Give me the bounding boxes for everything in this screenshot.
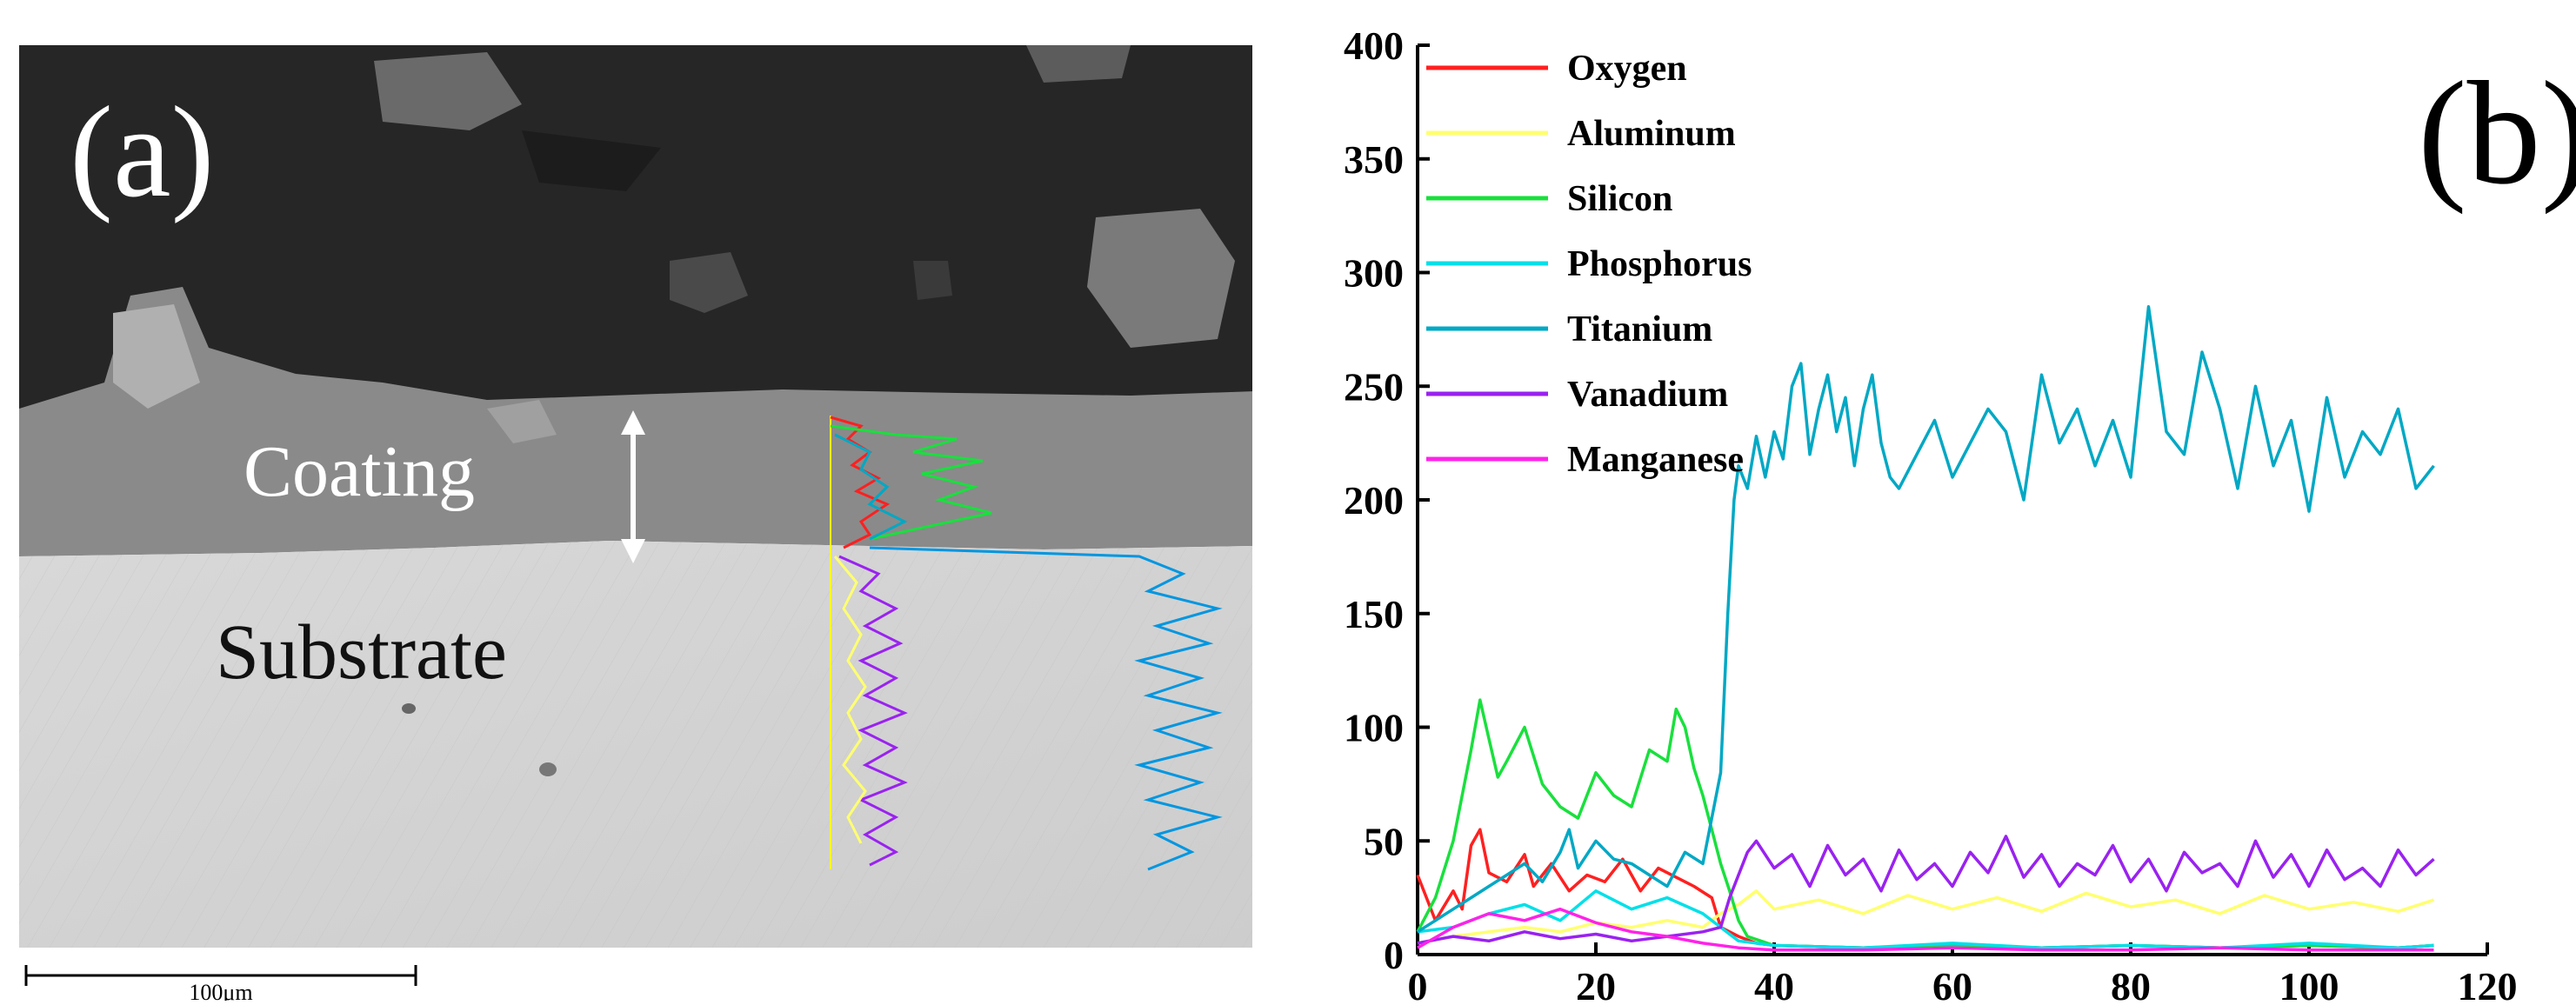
legend-label: Manganese <box>1567 440 1744 480</box>
legend-label: Titanium <box>1567 309 1712 349</box>
series-line-titanium <box>1417 304 2435 934</box>
chart-legend: Oxygen Aluminum Silicon Phosphorus Titanium V… <box>1426 49 1752 480</box>
y-tick-label: 50 <box>1364 819 1404 863</box>
panel-b-label: (b) <box>2418 51 2576 215</box>
y-tick-label: 250 <box>1344 364 1404 409</box>
series-line-vanadium <box>1417 835 2435 945</box>
sem-micrograph-panel: 100μm (a) Coating Substrate <box>0 0 1254 1005</box>
particle <box>374 52 522 130</box>
sem-micrograph: 100μm (a) Coating Substrate <box>19 45 1254 1005</box>
coating-thickness-arrow <box>621 410 645 563</box>
panel-a-label: (a) <box>70 80 214 224</box>
legend-label: Vanadium <box>1567 375 1728 415</box>
pore <box>539 762 557 776</box>
eds-chart-panel: 0 50 100 150 200 250 300 350 400 0 20 40 60 80 100 120 … <box>1252 0 2576 1005</box>
x-tick-label: 40 <box>1754 964 1794 1001</box>
y-tick-label: 200 <box>1344 478 1404 522</box>
chart-series <box>1416 304 2435 952</box>
x-tick-label: 80 <box>2111 964 2151 1001</box>
substrate-label: Substrate <box>216 609 507 696</box>
particle <box>670 252 748 313</box>
chart-axes: 0 50 100 150 200 250 300 350 400 0 20 40 60 80 100 120 <box>1344 23 2518 1005</box>
legend-label: Phosphorus <box>1567 244 1752 284</box>
x-tick-label: 20 <box>1576 964 1616 1001</box>
x-tick-label: 60 <box>1932 964 1972 1001</box>
y-tick-label: 150 <box>1344 592 1404 636</box>
x-tick-label: 100 <box>2279 964 2339 1001</box>
legend-label: Oxygen <box>1567 49 1687 89</box>
x-tick-label: 0 <box>1408 964 1428 1001</box>
particle <box>1026 45 1131 83</box>
particle <box>487 400 557 443</box>
y-tick-label: 0 <box>1384 933 1404 977</box>
particle <box>1087 209 1235 348</box>
scale-bar <box>24 965 417 986</box>
y-tick-label: 300 <box>1344 251 1404 296</box>
legend-label: Silicon <box>1567 179 1672 219</box>
scale-label: 100μm <box>189 980 252 1001</box>
particle <box>913 261 952 300</box>
particle <box>113 304 200 409</box>
legend-label: Aluminum <box>1567 114 1736 154</box>
y-tick-label: 350 <box>1344 137 1404 182</box>
eds-linescan-overlay <box>830 416 1223 871</box>
x-tick-label: 120 <box>2458 964 2518 1001</box>
particle <box>522 130 661 191</box>
y-tick-label: 100 <box>1344 706 1404 750</box>
coating-label: Coating <box>244 431 475 512</box>
series-line-aluminum <box>1417 889 2435 945</box>
pore <box>402 703 416 714</box>
y-tick-label: 400 <box>1344 23 1404 68</box>
series-line-manganese <box>1417 907 2434 952</box>
